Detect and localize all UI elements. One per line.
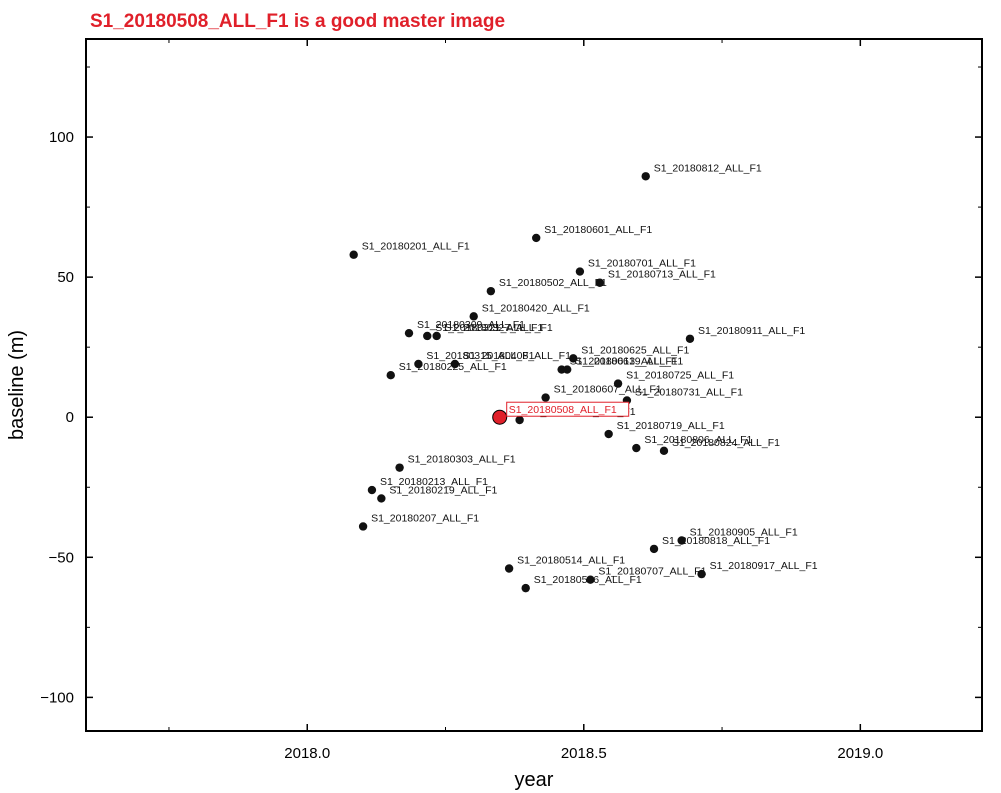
data-point (450, 359, 460, 369)
data-point (613, 379, 623, 388)
data-point (515, 415, 524, 425)
data-point (404, 328, 414, 338)
x-axis-label: year (515, 769, 554, 791)
data-point (521, 583, 530, 593)
point-label: S1_20180713_ALL_F1 (608, 269, 716, 281)
master-marker: S1_20180508_ALL_F1 (492, 401, 630, 425)
data-point (569, 354, 578, 363)
data-point (358, 522, 368, 531)
point-label: S1_20180917_ALL_F1 (710, 560, 818, 572)
point-label: S1_20180219_ALL_F1 (389, 484, 497, 496)
y-tick-label: 100 (49, 129, 74, 146)
point-label: S1_20180911_ALL_F1 (698, 325, 805, 337)
data-point (659, 446, 669, 456)
y-axis-label: baseline (m) (6, 330, 28, 440)
data-point (632, 443, 641, 453)
point-label: S1_20180619_ALL_F1 (575, 356, 683, 368)
point-label: S1_20180213_ALL_F1 (380, 476, 488, 488)
axis-ticks: 2018.0 2018.5 2019.0 −100 −50 0 50 100 (40, 39, 982, 762)
y-tick-label: 0 (66, 409, 74, 426)
x-tick-label: 2018.0 (284, 745, 330, 762)
data-points: S1_20180201_ALL_F1 S1_20180207_ALL_F1 S1_2… (349, 162, 818, 593)
chart-title: S1_20180508_ALL_F1 is a good master imag… (90, 11, 505, 32)
data-point (595, 278, 605, 287)
point-label: S1_20180408_ALL_F1 (463, 350, 571, 362)
point-label: S1_20180607_ALL_F1 (554, 384, 662, 396)
master-label: S1_20180508_ALL_F1 (509, 404, 617, 416)
data-point (423, 331, 432, 341)
point-label: S1_20180303_ALL_F1 (408, 454, 516, 466)
data-point (377, 494, 386, 503)
point-label: S1_20180207_ALL_F1 (371, 512, 479, 524)
point-label: S1_20180327_ALL_F1 (445, 322, 553, 334)
point-label: S1_20180201_ALL_F1 (362, 241, 470, 253)
y-tick-label: −100 (40, 689, 74, 706)
point-label: S1_20180315_ALL_F1 (426, 350, 534, 362)
data-point (604, 429, 613, 439)
data-point (349, 250, 358, 259)
data-point (367, 485, 377, 495)
data-point (414, 359, 423, 369)
y-tick-label: 50 (57, 269, 74, 286)
x-tick-label: 2019.0 (837, 745, 883, 762)
x-tick-label: 2018.5 (561, 745, 607, 762)
point-label: S1_20180309_ALL_F1 (417, 319, 525, 331)
point-label: S1_20180824_ALL_F1 (672, 437, 780, 449)
point-label: S1_20180613_ALL_F1 (570, 356, 678, 368)
point-label: S1_20180502_ALL_F1 (499, 277, 607, 289)
y-tick-label: −50 (49, 549, 74, 566)
point-label: S1_20180812_ALL_F1 (654, 162, 762, 174)
point-label: S1_20180719_ALL_F1 (617, 420, 725, 432)
point-label: S1_20180725_ALL_F1 (626, 370, 734, 382)
data-point (641, 172, 650, 181)
point-label: S1_20180806_ALL_F1 (644, 434, 752, 446)
data-point (395, 463, 404, 472)
point-label: S1_20180905_ALL_F1 (690, 526, 798, 538)
point-label: S1_20180701_ALL_F1 (588, 258, 696, 270)
data-point (649, 544, 659, 554)
data-point (504, 564, 514, 573)
point-label: S1_20180420_ALL_F1 (482, 302, 590, 314)
point-label: S1_20180818_ALL_F1 (662, 535, 770, 547)
data-point (575, 267, 585, 276)
data-point (386, 370, 395, 380)
data-point (541, 393, 550, 402)
data-point (562, 365, 572, 374)
master-label-box (506, 401, 630, 417)
point-label: S1_20180321_ALL_F1 (435, 322, 543, 334)
data-point (685, 334, 695, 343)
point-label: S1_20180625_ALL_F1 (581, 344, 689, 356)
data-point (677, 536, 686, 545)
data-point (432, 331, 441, 341)
point-label: S1_20180601_ALL_F1 (544, 224, 652, 236)
master-point (492, 409, 508, 425)
data-point (586, 575, 595, 584)
point-label: S1_20180707_ALL_F1 (598, 566, 706, 578)
point-label: S1_20180731_ALL_F1 (635, 386, 743, 398)
data-point (697, 569, 706, 579)
plot-frame (85, 38, 983, 732)
data-point (469, 312, 478, 321)
data-point (486, 286, 496, 296)
point-label: S1_20180514_ALL_F1 (517, 555, 625, 567)
data-point (532, 233, 541, 243)
